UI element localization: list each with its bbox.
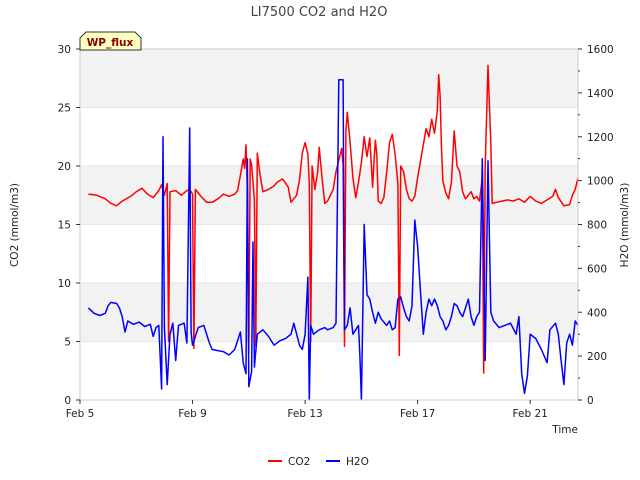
legend: CO2 H2O bbox=[268, 456, 369, 468]
y-axis-right-label: H2O (mmol/m3) bbox=[619, 183, 631, 268]
y-left-tick-label-6: 30 bbox=[58, 44, 71, 56]
chart-title: LI7500 CO2 and H2O bbox=[251, 5, 388, 20]
y-right-tick-label-0: 0 bbox=[587, 395, 594, 407]
x-axis-label: Time bbox=[551, 424, 578, 436]
x-tick-label-4: Feb 21 bbox=[513, 408, 548, 420]
x-tick-label-3: Feb 17 bbox=[400, 408, 435, 420]
y-left-tick-label-2: 10 bbox=[58, 278, 71, 290]
x-tick-label-0: Feb 5 bbox=[66, 408, 95, 420]
y-right-tick-label-6: 1200 bbox=[587, 132, 614, 144]
site-badge-text: WP_flux bbox=[87, 37, 134, 49]
y-axis-right: 0 200 400 600 800 1000 1200 1400 1600 bbox=[578, 44, 614, 407]
legend-label-h2o: H2O bbox=[346, 456, 369, 468]
plot-lines bbox=[87, 64, 579, 401]
series-h2o-line bbox=[87, 78, 579, 401]
y-right-tick-label-1: 200 bbox=[587, 351, 607, 363]
y-axis-left-label: CO2 (mmol/m3) bbox=[9, 183, 21, 267]
y-right-tick-label-7: 1400 bbox=[587, 88, 614, 100]
x-axis: Feb 5 Feb 9 Feb 13 Feb 17 Feb 21 bbox=[66, 400, 548, 420]
y-right-tick-label-3: 600 bbox=[587, 263, 607, 275]
legend-label-co2: CO2 bbox=[288, 456, 310, 468]
y-left-tick-label-4: 20 bbox=[58, 161, 71, 173]
y-left-tick-label-5: 25 bbox=[58, 103, 71, 115]
y-left-tick-label-3: 15 bbox=[58, 220, 71, 232]
band-2 bbox=[80, 49, 578, 108]
series-co2-line bbox=[88, 64, 579, 374]
x-tick-label-2: Feb 13 bbox=[287, 408, 322, 420]
y-right-tick-label-4: 800 bbox=[587, 220, 607, 232]
band-0 bbox=[80, 283, 578, 342]
y-right-tick-label-8: 1600 bbox=[587, 44, 614, 56]
y-axis-left: 0 5 10 15 20 25 30 bbox=[58, 44, 80, 407]
x-tick-label-1: Feb 9 bbox=[178, 408, 207, 420]
y-left-tick-label-0: 0 bbox=[64, 395, 71, 407]
site-badge: WP_flux bbox=[79, 31, 142, 51]
y-right-tick-label-2: 400 bbox=[587, 307, 607, 319]
y-right-tick-label-5: 1000 bbox=[587, 176, 614, 188]
y-left-tick-label-1: 5 bbox=[64, 337, 71, 349]
